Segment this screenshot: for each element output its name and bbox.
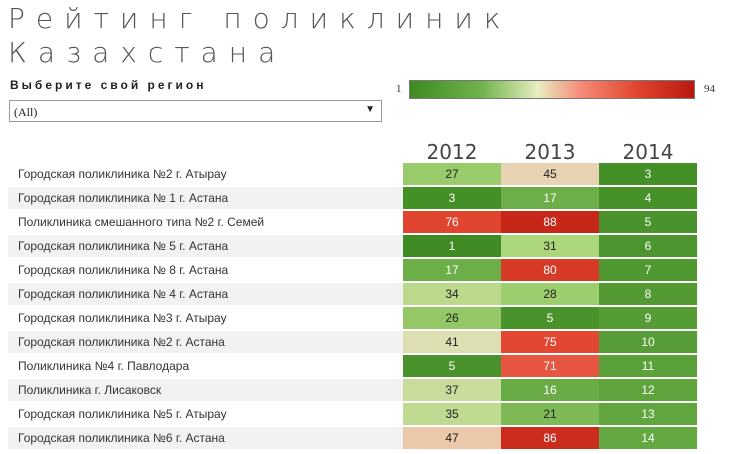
table-row: Поликлиника №4 г. Павлодара 5 71 11: [0, 354, 736, 378]
clinic-name: Городская поликлиника №3 г. Атырау: [18, 311, 227, 325]
clinic-name: Городская поликлиника № 4 г. Астана: [18, 287, 229, 301]
heatmap-cell-2014[interactable]: 3: [599, 163, 697, 185]
heatmap-cell-2012[interactable]: 17: [403, 259, 501, 281]
heatmap-cell-2014[interactable]: 7: [599, 259, 697, 281]
table-row: Городская поликлиника № 8 г. Астана 17 80 7: [0, 258, 736, 282]
heatmap-cell-2012[interactable]: 1: [403, 235, 501, 257]
color-legend-bar: [409, 80, 695, 99]
heatmap-cell-2012[interactable]: 26: [403, 307, 501, 329]
heatmap-cell-2014[interactable]: 10: [599, 331, 697, 353]
clinic-name: Поликлиника смешанного типа №2 г. Семей: [18, 215, 265, 229]
heatmap-cell-2014[interactable]: 14: [599, 427, 697, 449]
heatmap-cell-2012[interactable]: 3: [403, 187, 501, 209]
column-header-2013: 2013: [524, 140, 576, 164]
heatmap-cell-2013[interactable]: 88: [501, 211, 599, 233]
clinic-name: Городская поликлиника № 1 г. Астана: [18, 191, 229, 205]
heatmap-cell-2013[interactable]: 45: [501, 163, 599, 185]
clinic-name: Поликлиника №4 г. Павлодара: [18, 359, 190, 373]
heatmap-cell-2012[interactable]: 34: [403, 283, 501, 305]
legend-min-label: 1: [396, 83, 402, 95]
table-row: Городская поликлиника №2 г. Атырау 27 45 3: [0, 162, 736, 186]
heatmap-cell-2012[interactable]: 41: [403, 331, 501, 353]
heatmap-cell-2012[interactable]: 37: [403, 379, 501, 401]
heatmap-cell-2013[interactable]: 75: [501, 331, 599, 353]
heatmap-cell-2013[interactable]: 5: [501, 307, 599, 329]
region-select[interactable]: (All) ▼: [9, 100, 382, 122]
table-row: Городская поликлиника № 5 г. Астана 1 31 6: [0, 234, 736, 258]
chevron-down-icon[interactable]: ▼: [365, 104, 375, 115]
clinic-name: Городская поликлиника №2 г. Атырау: [18, 167, 227, 181]
table-row: Городская поликлиника №5 г. Атырау 35 21 13: [0, 402, 736, 426]
clinic-name: Поликлиника г. Лисаковск: [18, 383, 162, 397]
table-row: Поликлиника смешанного типа №2 г. Семей 7…: [0, 210, 736, 234]
heatmap-cell-2014[interactable]: 9: [599, 307, 697, 329]
heatmap-cell-2014[interactable]: 6: [599, 235, 697, 257]
heatmap-cell-2014[interactable]: 5: [599, 211, 697, 233]
heatmap-cell-2013[interactable]: 21: [501, 403, 599, 425]
table-row: Поликлиника г. Лисаковск 37 16 12: [0, 378, 736, 402]
heatmap-cell-2012[interactable]: 76: [403, 211, 501, 233]
heatmap-cell-2012[interactable]: 47: [403, 427, 501, 449]
page-title: Рейтинг поликлиник Казахстана: [8, 2, 512, 69]
heatmap-cell-2014[interactable]: 4: [599, 187, 697, 209]
table-row: Городская поликлиника № 1 г. Астана 3 17 4: [0, 186, 736, 210]
heatmap-cell-2012[interactable]: 5: [403, 355, 501, 377]
heatmap-cell-2013[interactable]: 80: [501, 259, 599, 281]
table-row: Городская поликлиника №3 г. Атырау 26 5 9: [0, 306, 736, 330]
heatmap-cell-2012[interactable]: 35: [403, 403, 501, 425]
clinic-name: Городская поликлиника №5 г. Атырау: [18, 407, 227, 421]
column-header-2012: 2012: [426, 140, 478, 164]
clinic-name: Городская поликлиника № 5 г. Астана: [18, 239, 229, 253]
heatmap-cell-2013[interactable]: 31: [501, 235, 599, 257]
table-row: Городская поликлиника №2 г. Астана 41 75 10: [0, 330, 736, 354]
region-select-value: (All): [14, 105, 38, 119]
heatmap-cell-2013[interactable]: 16: [501, 379, 599, 401]
heatmap-cell-2014[interactable]: 12: [599, 379, 697, 401]
heatmap-cell-2013[interactable]: 17: [501, 187, 599, 209]
clinic-name: Городская поликлиника №6 г. Астана: [18, 431, 225, 445]
heatmap-cell-2014[interactable]: 11: [599, 355, 697, 377]
heatmap-cell-2014[interactable]: 13: [599, 403, 697, 425]
table-row: Городская поликлиника № 4 г. Астана 34 28 8: [0, 282, 736, 306]
heatmap-cell-2013[interactable]: 71: [501, 355, 599, 377]
clinic-name: Городская поликлиника № 8 г. Астана: [18, 263, 229, 277]
heatmap-cell-2014[interactable]: 8: [599, 283, 697, 305]
heatmap-table: Городская поликлиника №2 г. Атырау 27 45 3 Г…: [0, 162, 736, 450]
table-row: Городская поликлиника №6 г. Астана 47 86 14: [0, 426, 736, 450]
clinic-name: Городская поликлиника №2 г. Астана: [18, 335, 225, 349]
heatmap-cell-2012[interactable]: 27: [403, 163, 501, 185]
region-filter-label: Выберите свой регион: [10, 78, 207, 92]
heatmap-cell-2013[interactable]: 86: [501, 427, 599, 449]
heatmap-cell-2013[interactable]: 28: [501, 283, 599, 305]
legend-max-label: 94: [704, 83, 715, 95]
column-header-2014: 2014: [622, 140, 674, 164]
